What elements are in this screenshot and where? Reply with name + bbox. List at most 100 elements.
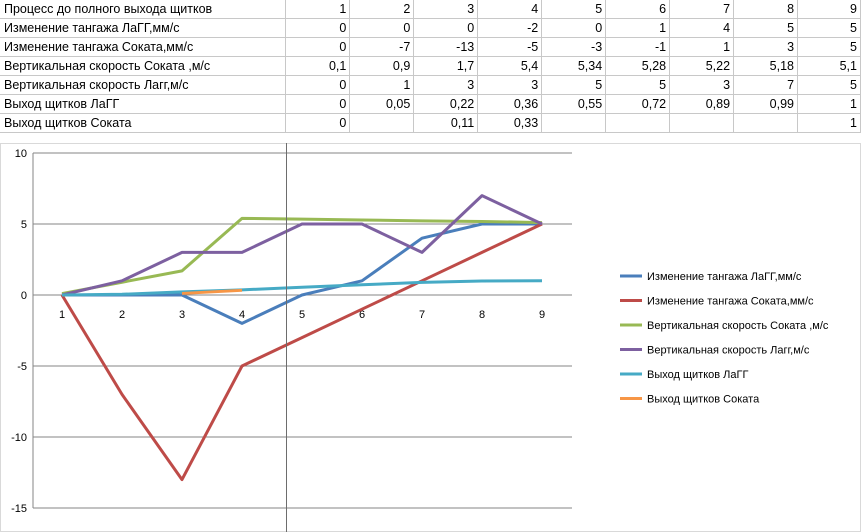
table-cell[interactable]: 0: [413, 18, 479, 38]
table-cell[interactable]: [541, 113, 607, 133]
table-cell[interactable]: 5,34: [541, 56, 607, 76]
table-row: Изменение тангажа Соката,мм/с 0 -7 -13 -5 -3-…: [0, 37, 861, 57]
table-cell[interactable]: 1: [797, 113, 861, 133]
row-label[interactable]: Изменение тангажа ЛаГГ,мм/с: [0, 18, 287, 38]
table-cell[interactable]: -2: [477, 18, 543, 38]
table-cell[interactable]: [669, 113, 735, 133]
row-label[interactable]: Выход щитков Соката: [0, 113, 287, 133]
table-cell[interactable]: 0,36: [477, 94, 543, 114]
legend-label: Вертикальная скорость Лагг,м/с: [647, 345, 810, 357]
x-tick-label: 2: [119, 309, 125, 321]
legend-label: Вертикальная скорость Соката ,м/с: [647, 320, 829, 332]
table-cell[interactable]: 2: [349, 0, 415, 19]
table-cell[interactable]: 1: [797, 94, 861, 114]
table-cell[interactable]: 5,1: [797, 56, 861, 76]
table-cell[interactable]: 0,1: [285, 56, 351, 76]
table-cell[interactable]: 5,4: [477, 56, 543, 76]
table-cell[interactable]: 0: [285, 113, 351, 133]
table-cell[interactable]: 0: [285, 75, 351, 95]
table-cell[interactable]: 9: [797, 0, 861, 19]
row-label[interactable]: Выход щитков ЛаГГ: [0, 94, 287, 114]
series-line-1: [62, 222, 542, 325]
table-cell[interactable]: -5: [477, 37, 543, 57]
x-tick-label: 6: [359, 309, 365, 321]
table-cell[interactable]: 5: [733, 18, 799, 38]
table-cell[interactable]: 6: [605, 0, 671, 19]
table-cell[interactable]: 8: [733, 0, 799, 19]
table-cell[interactable]: 5: [797, 75, 861, 95]
table-cell[interactable]: 0: [285, 94, 351, 114]
table-cell[interactable]: [349, 113, 415, 133]
y-tick-label: 5: [21, 219, 27, 231]
table-cell[interactable]: 1: [605, 18, 671, 38]
table-cell[interactable]: [605, 113, 671, 133]
table-cell[interactable]: 0: [285, 37, 351, 57]
table-cell[interactable]: 0,55: [541, 94, 607, 114]
table-cell[interactable]: 1,7: [413, 56, 479, 76]
table-cell[interactable]: 0: [285, 18, 351, 38]
row-label[interactable]: Процесс до полного выхода щитков: [0, 0, 287, 19]
table-cell[interactable]: 1: [349, 75, 415, 95]
table-cell[interactable]: 3: [413, 75, 479, 95]
table-cell[interactable]: 0,33: [477, 113, 543, 133]
table-row: Выход щитков ЛаГГ 0 0,05 0,22 0,36 0,55 0,72 0,…: [0, 94, 861, 114]
table-cell[interactable]: 5: [541, 75, 607, 95]
table-cell[interactable]: [733, 113, 799, 133]
y-tick-label: 0: [21, 290, 27, 302]
table-cell[interactable]: 5: [797, 37, 861, 57]
table-cell[interactable]: 0,72: [605, 94, 671, 114]
table-cell[interactable]: -7: [349, 37, 415, 57]
table-cell[interactable]: 3: [669, 75, 735, 95]
table-cell[interactable]: -3: [541, 37, 607, 57]
x-tick-label: 9: [539, 309, 545, 321]
table-cell[interactable]: 0,22: [413, 94, 479, 114]
legend-label: Выход щитков Соката: [647, 394, 760, 406]
y-tick-label: 10: [15, 148, 27, 160]
table-cell[interactable]: 5,22: [669, 56, 735, 76]
chart-frame: [0, 143, 861, 532]
x-tick-label: 1: [59, 309, 65, 321]
table-cell[interactable]: 5: [541, 0, 607, 19]
table-cell[interactable]: 7: [733, 75, 799, 95]
table-cell[interactable]: -1: [605, 37, 671, 57]
table-cell[interactable]: 0,11: [413, 113, 479, 133]
table-cell[interactable]: 0,05: [349, 94, 415, 114]
table-cell[interactable]: 0: [541, 18, 607, 38]
table-cell[interactable]: 3: [477, 75, 543, 95]
table-cell[interactable]: 0,89: [669, 94, 735, 114]
series-line-2: [60, 222, 543, 482]
table-cell[interactable]: 1: [285, 0, 351, 19]
table-cell[interactable]: 5: [797, 18, 861, 38]
y-tick-label: -10: [11, 432, 27, 444]
table-cell[interactable]: 4: [477, 0, 543, 19]
table-row: Процесс до полного выхода щитков 1 2 3 4 5 6 7 8…: [0, 0, 861, 19]
row-label[interactable]: Вертикальная скорость Лагг,м/с: [0, 75, 287, 95]
y-tick-label: -5: [17, 361, 27, 373]
table-cell[interactable]: 0,99: [733, 94, 799, 114]
row-label[interactable]: Вертикальная скорость Соката ,м/с: [0, 56, 287, 76]
series-line-6: [181, 288, 243, 295]
table-row: Выход щитков Соката 0 0,11 0,33 1: [0, 113, 861, 133]
table-cell[interactable]: 5,28: [605, 56, 671, 76]
legend-label: Изменение тангажа ЛаГГ,мм/с: [647, 271, 802, 283]
legend-label: Изменение тангажа Соката,мм/с: [647, 296, 814, 308]
table-cell[interactable]: 5: [605, 75, 671, 95]
y-tick-label: -15: [11, 503, 27, 515]
row-label[interactable]: Изменение тангажа Соката,мм/с: [0, 37, 287, 57]
table-cell[interactable]: 5,18: [733, 56, 799, 76]
table-cell[interactable]: 0,9: [349, 56, 415, 76]
table-cell[interactable]: 1: [669, 37, 735, 57]
x-tick-label: 3: [179, 309, 185, 321]
table-cell[interactable]: 7: [669, 0, 735, 19]
table-cell[interactable]: -13: [413, 37, 479, 57]
x-tick-label: 5: [299, 309, 305, 321]
table-cell[interactable]: 3: [413, 0, 479, 19]
table-cell[interactable]: 3: [733, 37, 799, 57]
table-row: Вертикальная скорость Лагг,м/с 0 1 3 3 5 5 3 7 5: [0, 75, 861, 95]
table-row: Изменение тангажа ЛаГГ,мм/с 0 0 0 -2 0 1 4 5 5: [0, 18, 861, 38]
table-cell[interactable]: 0: [349, 18, 415, 38]
table-cell[interactable]: 4: [669, 18, 735, 38]
table-row: Вертикальная скорость Соката ,м/с 0,1 0,9 1…: [0, 56, 861, 76]
